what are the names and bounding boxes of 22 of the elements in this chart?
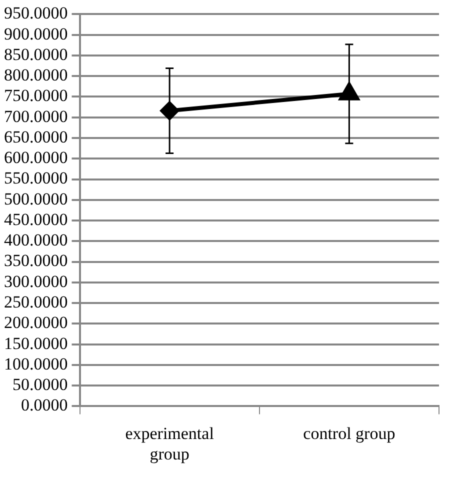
y-tick-label: 150.0000 — [4, 334, 68, 353]
y-tick-label: 50.0000 — [12, 375, 68, 394]
y-tick-label: 950.0000 — [4, 4, 68, 23]
y-tick-label: 0.0000 — [21, 396, 68, 415]
y-tick-label: 400.0000 — [4, 230, 68, 250]
y-tick-label: 350.0000 — [4, 251, 68, 270]
y-tick-label: 800.0000 — [4, 66, 68, 85]
y-tick-label: 200.0000 — [4, 313, 68, 332]
y-tick-label: 750.0000 — [4, 86, 68, 106]
y-tick-label: 600.0000 — [4, 148, 68, 168]
x-tick-label: control group — [303, 424, 396, 443]
y-tick-label: 100.0000 — [4, 354, 68, 374]
y-tick-label: 900.0000 — [4, 24, 68, 44]
y-tick-label: 650.0000 — [4, 127, 68, 146]
y-tick-label: 550.0000 — [4, 168, 68, 188]
y-tick-label: 500.0000 — [4, 189, 68, 208]
x-tick-label: experimental group — [125, 424, 214, 464]
y-tick-label: 300.0000 — [4, 272, 68, 291]
y-tick-label: 850.0000 — [4, 44, 68, 64]
y-tick-label: 700.0000 — [4, 106, 68, 126]
y-tick-label: 450.0000 — [4, 210, 68, 229]
y-tick-label: 250.0000 — [4, 292, 68, 312]
